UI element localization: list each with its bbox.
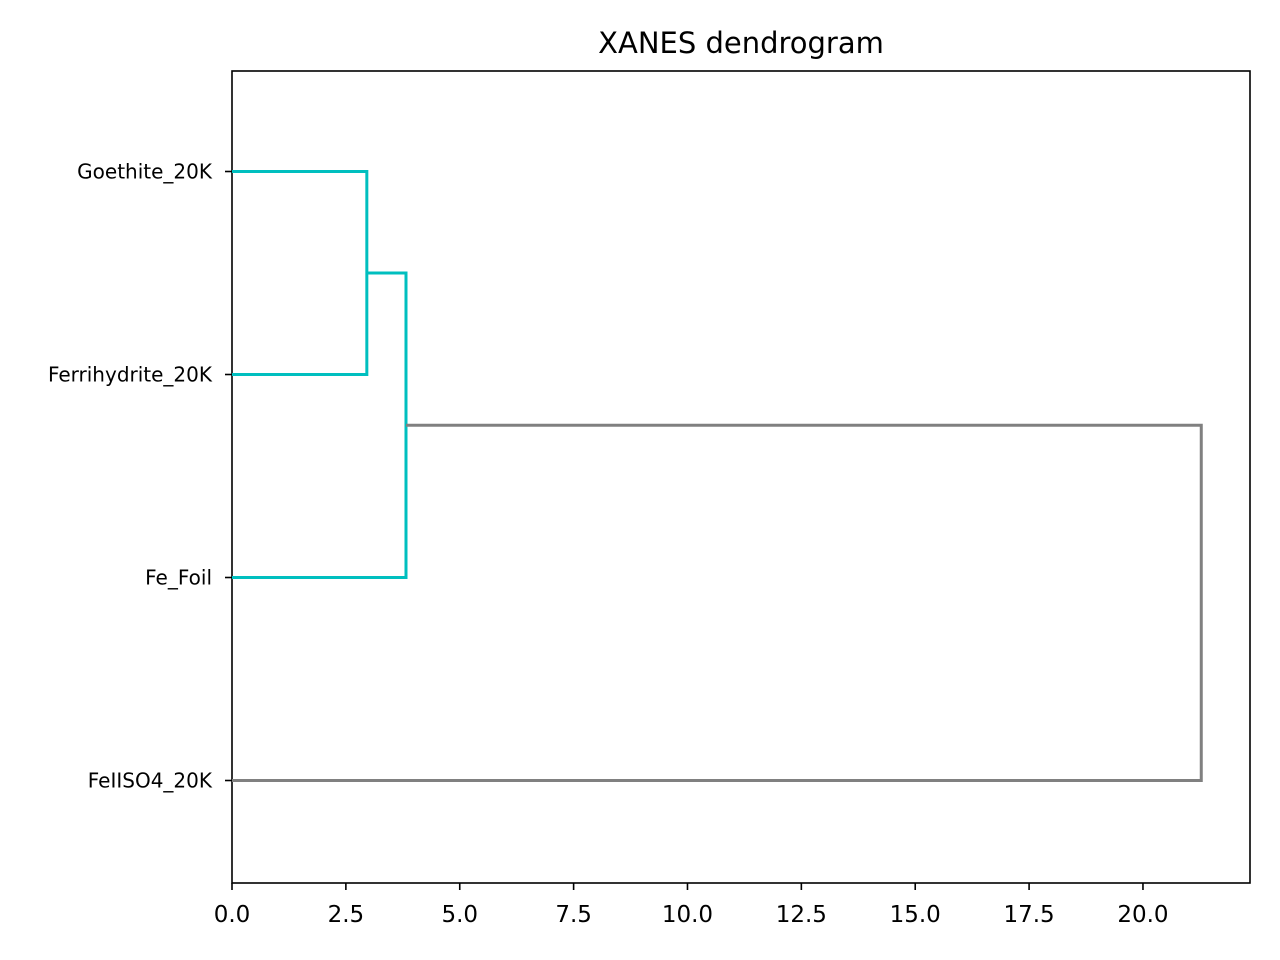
x-axis: 0.0 2.5 5.0 7.5 10.0 12.5 15.0 17.5 20.0	[214, 883, 1169, 928]
dendrogram-link-2	[232, 271, 408, 579]
leaf-label: Fe_Foil	[145, 566, 212, 590]
leaf-label: Ferrihydrite_20K	[48, 363, 213, 387]
links-layer	[232, 170, 1203, 782]
leaf-label: FeIISO4_20K	[88, 769, 213, 793]
leaf-labels: Goethite_20K Ferrihydrite_20K Fe_Foil FeIIS…	[48, 160, 232, 793]
x-tick-label: 12.5	[776, 902, 827, 928]
dendrogram-link-3	[232, 423, 1203, 782]
x-tick-label: 5.0	[441, 902, 478, 928]
x-tick-label: 2.5	[328, 902, 365, 928]
x-tick-label: 20.0	[1117, 902, 1168, 928]
x-tick-label: 7.5	[555, 902, 592, 928]
x-tick-label: 0.0	[214, 902, 251, 928]
dendrogram-link-1	[232, 170, 369, 376]
x-tick-label: 15.0	[890, 902, 941, 928]
leaf-label: Goethite_20K	[77, 160, 213, 184]
chart-title: XANES dendrogram	[598, 26, 884, 60]
plot-frame	[231, 70, 1251, 884]
x-tick-label: 10.0	[662, 902, 713, 928]
x-tick-label: 17.5	[1003, 902, 1054, 928]
